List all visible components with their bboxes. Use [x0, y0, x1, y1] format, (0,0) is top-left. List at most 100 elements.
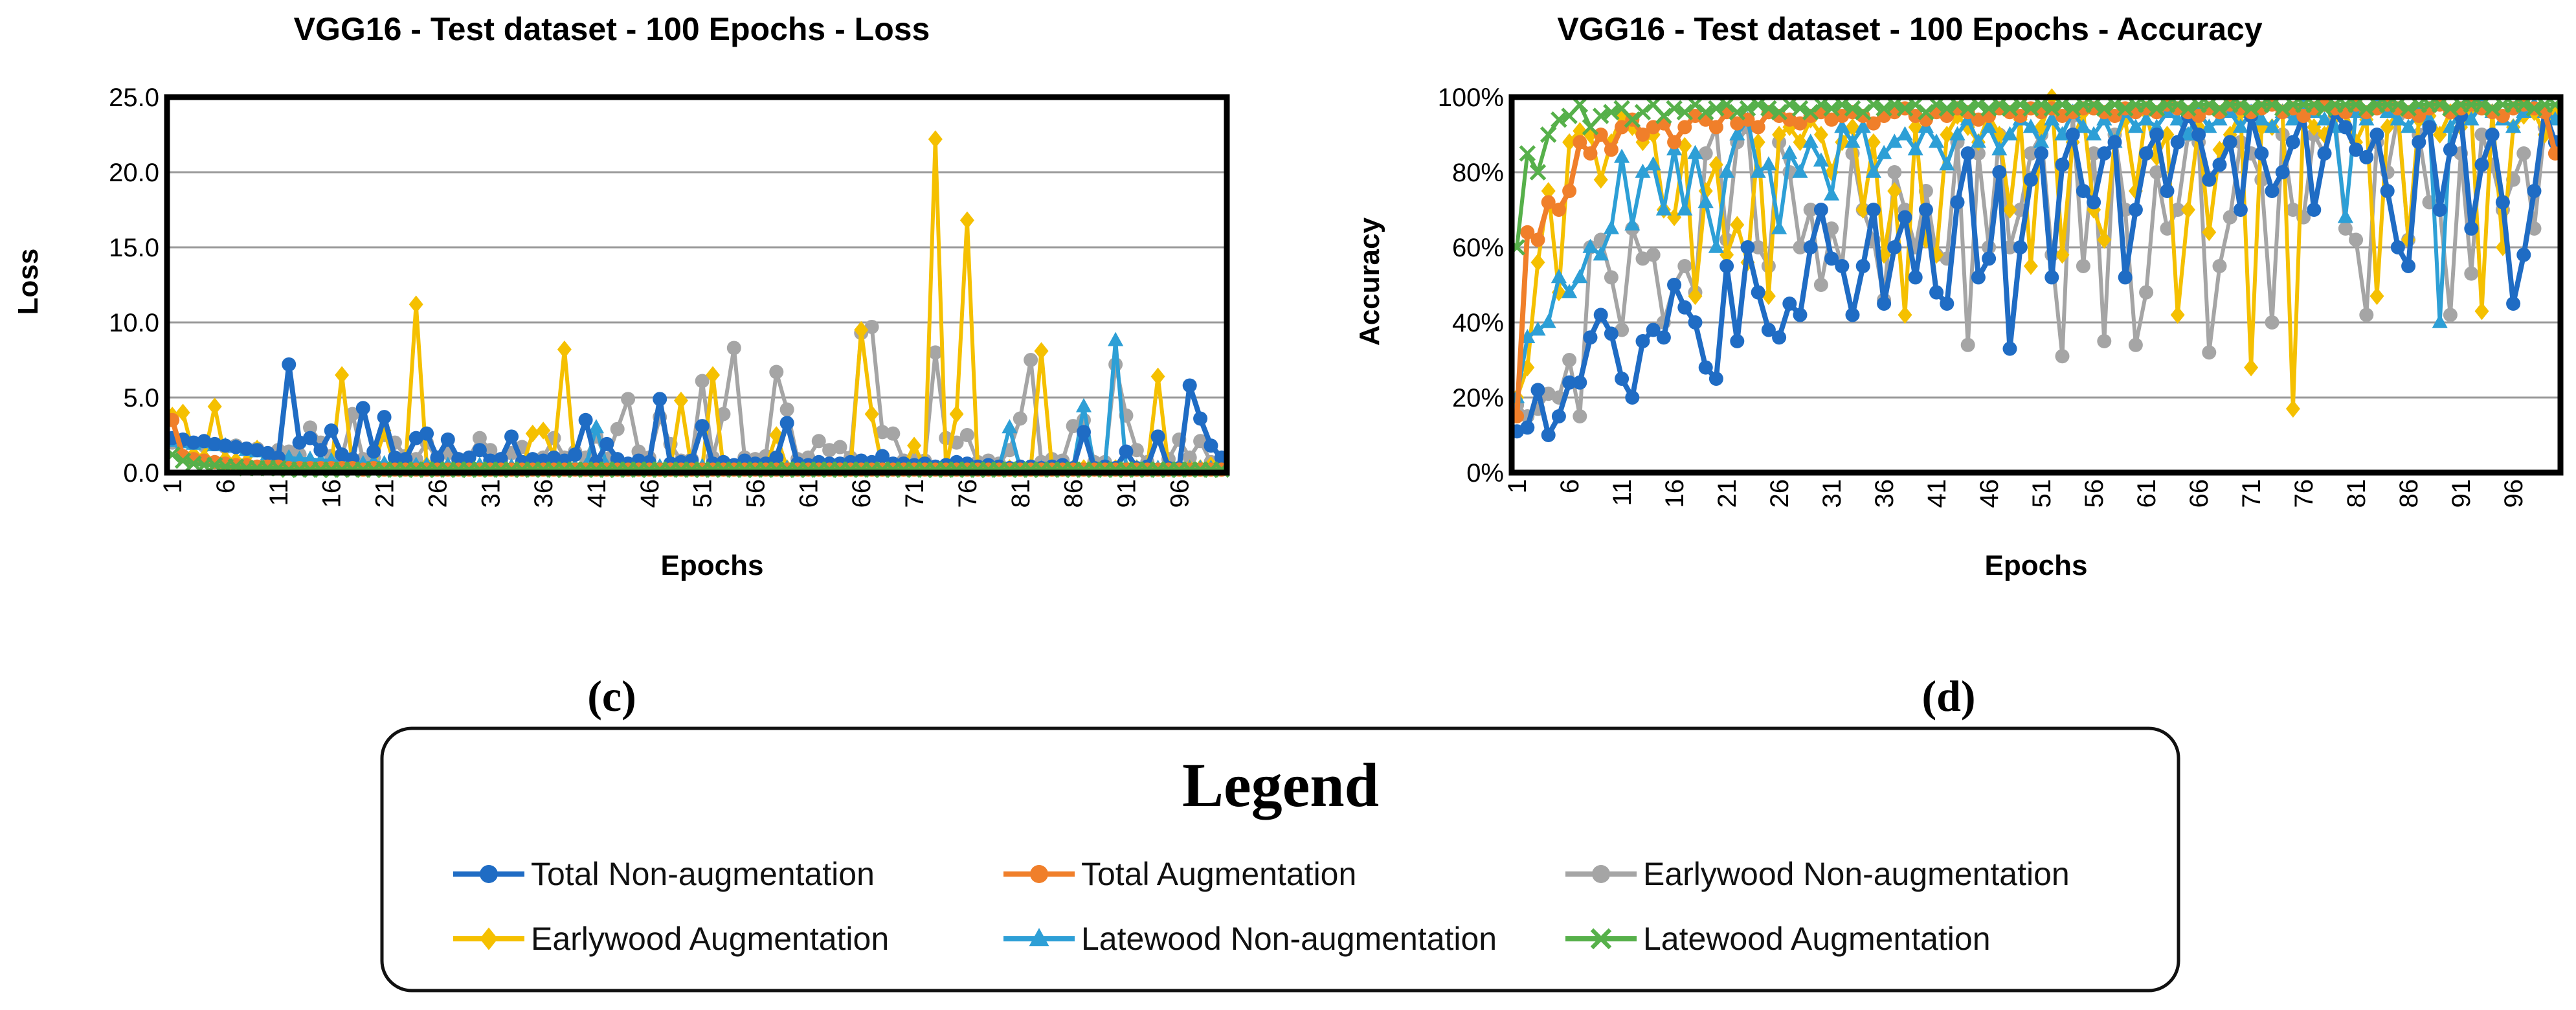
- loss-point-earlywood-non-augmentation: [769, 365, 784, 379]
- acc-x-tick-label: 76: [2290, 479, 2318, 508]
- acc-point-earlywood-augmentation: [1887, 182, 1902, 200]
- loss-point-earlywood-non-augmentation: [621, 392, 636, 407]
- acc-point-latewood-non-augmentation: [2075, 118, 2091, 133]
- acc-point-earlywood-non-augmentation: [1573, 409, 1587, 423]
- loss-point-total-non-augmentation: [324, 423, 339, 438]
- acc-point-latewood-augmentation: [1603, 104, 1620, 120]
- acc-point-earlywood-non-augmentation: [2443, 308, 2458, 322]
- loss-y-axis-label: Loss: [12, 249, 44, 315]
- acc-point-latewood-non-augmentation: [1655, 201, 1672, 216]
- acc-point-total-non-augmentation: [2202, 172, 2217, 187]
- acc-point-latewood-augmentation: [1739, 100, 1756, 117]
- loss-x-tick-label: 76: [954, 479, 982, 508]
- accuracy-chart-title: VGG16 - Test dataset - 100 Epochs - Accu…: [1557, 11, 2262, 47]
- acc-point-earlywood-non-augmentation: [1562, 353, 1577, 367]
- acc-point-earlywood-augmentation: [2202, 223, 2217, 241]
- acc-point-latewood-non-augmentation: [1593, 246, 1609, 261]
- loss-point-earlywood-non-augmentation: [472, 431, 487, 445]
- loss-x-tick-label: 11: [265, 479, 293, 506]
- acc-point-latewood-augmentation: [2064, 100, 2081, 117]
- acc-point-total-non-augmentation: [2495, 195, 2510, 210]
- acc-point-total-non-augmentation: [2254, 146, 2269, 161]
- loss-point-earlywood-non-augmentation: [779, 402, 794, 417]
- acc-point-total-non-augmentation: [1646, 322, 1661, 337]
- acc-point-earlywood-non-augmentation: [1604, 270, 1618, 285]
- loss-point-total-non-augmentation: [1150, 429, 1165, 444]
- loss-x-tick-label: 36: [530, 479, 558, 508]
- acc-x-tick-label: 56: [2080, 479, 2109, 508]
- acc-point-total-non-augmentation: [2149, 128, 2164, 142]
- acc-y-tick-label: 80%: [1452, 159, 1504, 187]
- acc-point-total-non-augmentation: [2107, 135, 2122, 150]
- acc-point-earlywood-augmentation: [2160, 126, 2175, 144]
- loss-point-total-non-augmentation: [430, 450, 445, 465]
- loss-point-earlywood-non-augmentation: [302, 420, 317, 435]
- acc-point-total-non-augmentation: [1667, 278, 1682, 292]
- loss-point-earlywood-non-augmentation: [345, 407, 360, 421]
- acc-point-total-non-augmentation: [2401, 259, 2416, 273]
- acc-point-earlywood-non-augmentation: [1751, 240, 1765, 254]
- acc-point-total-non-augmentation: [2044, 270, 2059, 285]
- acc-point-total-augmentation: [1593, 128, 1608, 142]
- acc-point-total-augmentation: [1751, 120, 1765, 135]
- loss-point-total-non-augmentation: [578, 412, 593, 427]
- loss-point-earlywood-non-augmentation: [610, 421, 625, 436]
- acc-point-earlywood-non-augmentation: [2338, 221, 2353, 236]
- acc-point-total-non-augmentation: [2002, 341, 2017, 356]
- loss-y-tick-label: 5.0: [123, 384, 159, 412]
- acc-point-latewood-non-augmentation: [1824, 186, 1840, 201]
- acc-point-earlywood-non-augmentation: [1960, 337, 1975, 352]
- acc-point-latewood-augmentation: [2211, 100, 2228, 117]
- acc-point-latewood-augmentation: [1519, 145, 1536, 162]
- loss-point-earlywood-non-augmentation: [833, 440, 847, 454]
- loss-x-tick-label: 86: [1060, 479, 1088, 508]
- acc-point-total-non-augmentation: [2233, 203, 2248, 217]
- legend-label: Latewood Non-augmentation: [1081, 921, 1497, 957]
- loss-point-total-non-augmentation: [599, 436, 614, 451]
- loss-point-earlywood-non-augmentation: [875, 425, 890, 440]
- acc-x-tick-label: 46: [1975, 479, 2004, 508]
- loss-point-earlywood-augmentation: [959, 211, 974, 229]
- acc-x-tick-label: 31: [1818, 479, 1846, 508]
- acc-point-total-non-augmentation: [1541, 428, 1556, 442]
- loss-point-earlywood-non-augmentation: [695, 374, 710, 388]
- acc-point-earlywood-non-augmentation: [2474, 128, 2489, 142]
- acc-point-latewood-non-augmentation: [2232, 118, 2248, 133]
- acc-point-total-augmentation: [2013, 109, 2028, 123]
- acc-point-latewood-non-augmentation: [2138, 111, 2155, 126]
- accuracy-chart: 0%20%40%60%80%100%1 6 11 16 21 26 31 36 41 46 51 56…: [1438, 84, 2564, 508]
- acc-point-earlywood-non-augmentation: [2464, 266, 2479, 281]
- acc-point-latewood-augmentation: [1844, 100, 1861, 117]
- loss-point-earlywood-augmentation: [1150, 367, 1165, 386]
- loss-point-latewood-non-augmentation: [302, 450, 319, 465]
- acc-point-total-non-augmentation: [1887, 240, 1902, 254]
- loss-point-earlywood-augmentation: [525, 424, 540, 443]
- acc-point-earlywood-non-augmentation: [2097, 334, 2112, 348]
- acc-y-tick-label: 40%: [1452, 309, 1504, 337]
- acc-point-total-non-augmentation: [2412, 135, 2426, 150]
- acc-point-total-augmentation: [1793, 116, 1808, 131]
- loss-x-tick-label: 46: [636, 479, 664, 508]
- acc-point-latewood-non-augmentation: [1540, 313, 1556, 328]
- acc-point-latewood-non-augmentation: [1582, 238, 1598, 253]
- loss-point-total-non-augmentation: [653, 392, 667, 407]
- acc-point-latewood-augmentation: [1959, 100, 1977, 117]
- acc-point-earlywood-augmentation: [2097, 230, 2112, 249]
- acc-point-latewood-non-augmentation: [2044, 111, 2060, 126]
- loss-point-earlywood-augmentation: [864, 405, 879, 423]
- legend-entry-total-non-augmentation: Total Non-augmentation: [453, 856, 875, 892]
- acc-point-total-non-augmentation: [1562, 375, 1577, 390]
- acc-x-tick-label: 91: [2447, 479, 2476, 508]
- acc-point-total-non-augmentation: [1793, 308, 1808, 322]
- loss-point-earlywood-augmentation: [928, 130, 943, 148]
- acc-point-total-non-augmentation: [1866, 203, 1881, 217]
- legend: Legend Total Non-augmentation Total Augme…: [380, 726, 2180, 993]
- legend-entry-total-augmentation: Total Augmentation: [1003, 856, 1356, 892]
- acc-point-latewood-non-augmentation: [2432, 313, 2448, 328]
- loss-point-earlywood-non-augmentation: [1013, 411, 1027, 426]
- loss-x-tick-label: 66: [847, 479, 876, 508]
- acc-point-latewood-non-augmentation: [2505, 118, 2522, 133]
- acc-point-earlywood-augmentation: [1573, 122, 1587, 140]
- acc-point-latewood-non-augmentation: [2401, 118, 2417, 133]
- acc-x-tick-label: 86: [2395, 479, 2423, 508]
